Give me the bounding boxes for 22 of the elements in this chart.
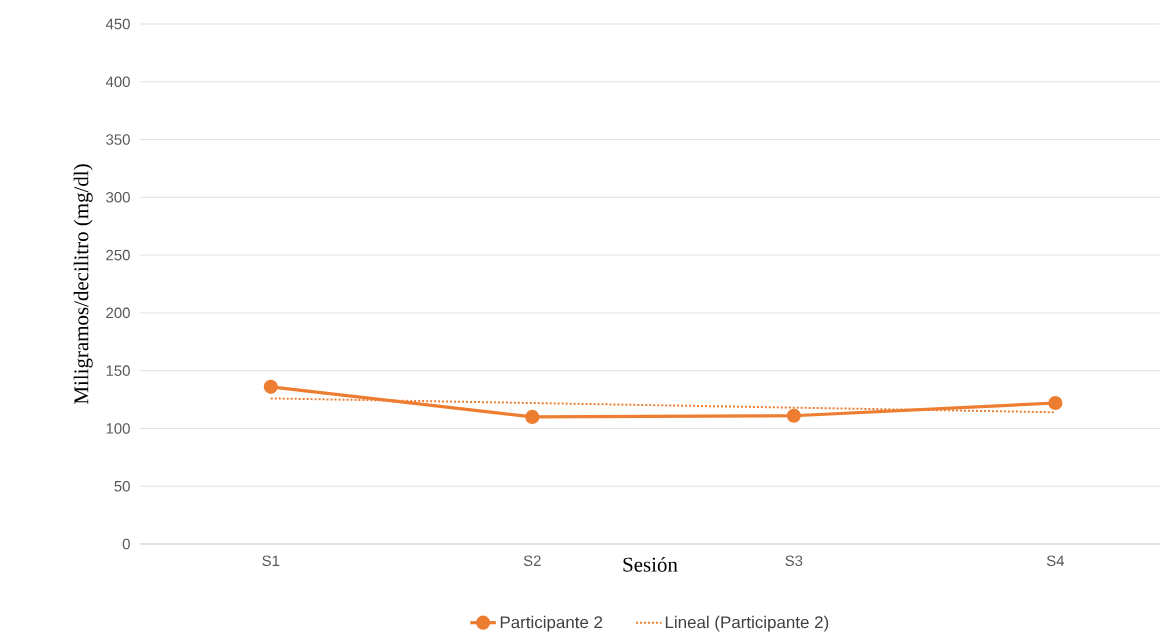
x-tick-label: S4: [1046, 555, 1065, 567]
x-tick-label: S3: [785, 555, 803, 567]
x-tick-label: S2: [523, 555, 541, 567]
x-tick-label: S1: [262, 555, 280, 567]
point: [263, 379, 278, 394]
point: [786, 408, 801, 423]
y-tick-label: 450: [105, 18, 130, 30]
y-tick-label: 150: [106, 365, 130, 376]
y-tick-label: 300: [106, 192, 130, 203]
y-tick-label: 350: [106, 134, 130, 145]
y-tick-label: 100: [106, 423, 130, 434]
y-tick-label: 400: [105, 76, 130, 88]
y-axis-title: Miligramos/decilitro (mg/dl): [73, 164, 93, 404]
y-tick-label: 0: [122, 538, 130, 550]
y-tick-label: 200: [106, 307, 130, 319]
point: [525, 409, 540, 424]
legend-label: Participante 2: [500, 615, 603, 632]
y-tick-label: 250: [106, 249, 130, 261]
y-tick-label: 50: [114, 480, 130, 492]
x-axis-title: Sesión: [623, 556, 678, 572]
point: [1048, 395, 1063, 411]
legend-label: Lineal (Participante 2): [665, 615, 829, 632]
